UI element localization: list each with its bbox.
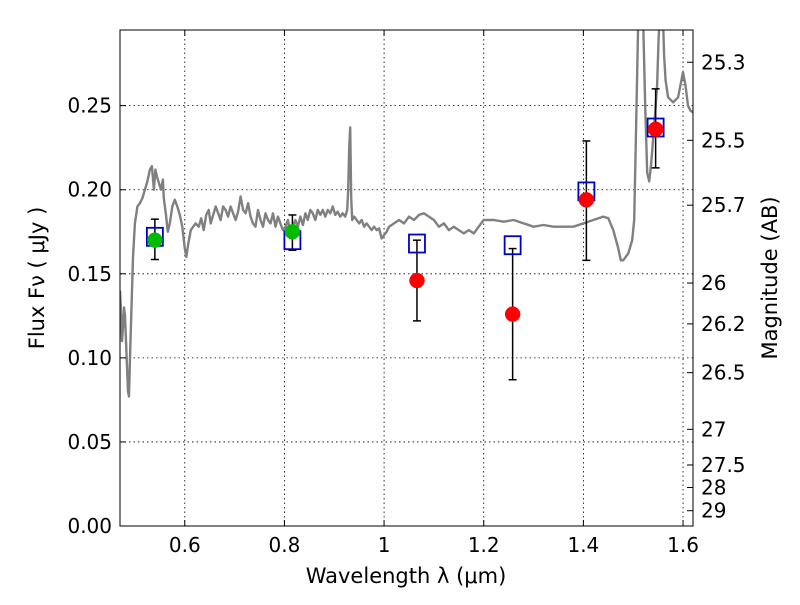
red-data-point [578,192,595,208]
red-data-point [647,121,664,137]
y-tick-label-4: 0.20 [67,178,112,202]
x-tick-label-0: 0.6 [169,533,201,557]
mag-tick-label-2: 25.7 [701,193,746,217]
y-tick-label-3: 0.15 [67,262,112,286]
mag-tick-label-5: 26.5 [701,361,746,385]
x-tick-label-2: 1 [378,533,391,557]
x-tick-label-3: 1.2 [468,533,500,557]
grid-lines [120,30,693,526]
mag-tick-label-9: 29 [701,499,726,523]
y-tick-label-0: 0.00 [67,514,112,538]
mag-tick-label-1: 25.5 [701,128,746,152]
spectrum-line [120,30,693,398]
mag-tick-label-8: 28 [701,475,726,499]
x-tick-label-1: 0.8 [269,533,301,557]
y-tick-label-5: 0.25 [67,94,112,118]
y-tick-label-2: 0.10 [67,346,112,370]
green-data-point [147,232,163,248]
mag-tick-label-6: 27 [701,417,726,441]
model-square-marker [408,233,426,254]
data-area [120,30,693,398]
mag-tick-label-3: 26 [701,271,726,295]
x-tick-label-5: 1.6 [667,533,699,557]
green-data-point [284,224,301,240]
x-axis-label: Wavelength λ (μm) [306,564,507,588]
mag-tick-label-0: 25.3 [701,50,746,74]
axis-ticks: 0.6 0.8 1 1.2 1.4 1.6 0.00 0.05 0.10 0.15 0.20 0.25… [67,30,746,557]
mag-tick-label-4: 26.2 [701,312,746,336]
y-tick-label-1: 0.05 [67,430,112,454]
plot-frame [119,29,694,527]
red-data-point [504,306,521,322]
x-tick-label-4: 1.4 [567,533,599,557]
red-data-point [409,272,425,289]
y-axis-right-label: Magnitude (AB) [758,196,782,359]
y-axis-label: Flux Fν ( μJy ) [25,207,49,350]
model-square-marker [503,235,522,256]
error-bars [145,88,665,381]
mag-tick-label-7: 27.5 [701,453,746,477]
